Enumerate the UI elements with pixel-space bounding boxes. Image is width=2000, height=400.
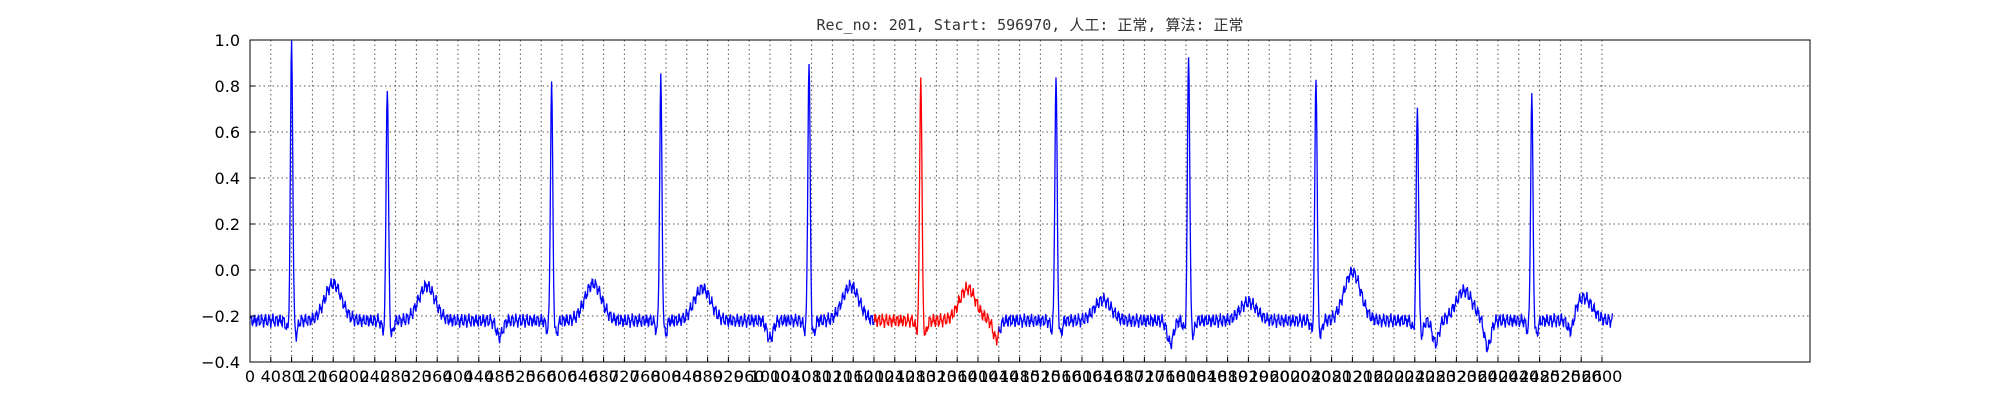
plot-frame	[249, 39, 1811, 363]
x-tick-label: 1360	[937, 367, 978, 386]
x-tick-label: 1760	[1145, 367, 1186, 386]
x-tick-label: 600	[547, 367, 578, 386]
chart-title: Rec_no: 201, Start: 596970, 人工: 正常, 算法: …	[816, 16, 1243, 34]
x-tick-label: 1400	[958, 367, 999, 386]
x-tick-label: 360	[422, 367, 453, 386]
y-tick-label: 1.0	[215, 31, 240, 50]
x-tick-label: 2080	[1311, 367, 1352, 386]
x-tick-label: 1440	[978, 367, 1019, 386]
x-tick-label: 2480	[1519, 367, 1560, 386]
x-tick-label: 1040	[770, 367, 811, 386]
x-tick-label: 1520	[1020, 367, 1061, 386]
x-tick-label: 1840	[1186, 367, 1227, 386]
x-tick-label: 520	[505, 367, 536, 386]
grid	[250, 40, 1810, 362]
x-tick-label: 1920	[1228, 367, 1269, 386]
x-tick-label: 680	[588, 367, 619, 386]
x-tick-label: 1560	[1041, 367, 1082, 386]
x-tick-label: 2440	[1498, 367, 1539, 386]
y-axis-ticks: 1.0 0.8 0.6 0.4 0.2 0.0 −0.2 −0.4	[201, 31, 255, 372]
x-tick-label: 920	[713, 367, 744, 386]
x-tick-label: 2200	[1374, 367, 1415, 386]
x-tick-label: 2560	[1561, 367, 1602, 386]
x-tick-label: 1160	[833, 367, 874, 386]
y-tick-label: −0.2	[201, 307, 240, 326]
x-tick-label: 880	[692, 367, 723, 386]
ecg-trace-after	[998, 57, 1614, 353]
x-tick-label: 2240	[1394, 367, 1435, 386]
y-tick-label: 0.2	[215, 215, 240, 234]
y-tick-label: 0.6	[215, 123, 240, 142]
x-tick-label: 2120	[1332, 367, 1373, 386]
ecg-series	[249, 40, 1614, 353]
x-tick-label: 640	[568, 367, 599, 386]
x-tick-label: 1800	[1166, 367, 1207, 386]
x-tick-label: 2160	[1353, 367, 1394, 386]
x-tick-label: 1600	[1062, 367, 1103, 386]
x-tick-label: 720	[609, 367, 640, 386]
x-tick-label: 2040	[1290, 367, 1331, 386]
x-tick-label: 2520	[1540, 367, 1581, 386]
x-tick-label: 440	[464, 367, 495, 386]
x-tick-label: 1200	[854, 367, 895, 386]
x-axis-ticks: 0 40 8012016020024028032036040044048052056…	[245, 357, 1622, 386]
x-tick-label: 2600	[1582, 367, 1623, 386]
x-tick-label: 1960	[1249, 367, 1290, 386]
x-tick-label: 120	[297, 367, 328, 386]
x-tick-label: 200	[339, 367, 370, 386]
x-tick-label: 320	[401, 367, 432, 386]
x-tick-label: 760	[630, 367, 661, 386]
x-tick-label: 960	[734, 367, 765, 386]
ecg-trace-before	[249, 40, 875, 344]
x-tick-label: 40	[261, 367, 281, 386]
x-tick-label: 800	[651, 367, 682, 386]
x-tick-label: 1280	[895, 367, 936, 386]
x-tick-label: 1120	[812, 367, 853, 386]
x-tick-label: 1320	[916, 367, 957, 386]
x-tick-label: 240	[360, 367, 391, 386]
x-tick-label: 1240	[874, 367, 915, 386]
x-tick-label: 0	[245, 367, 255, 386]
x-tick-label: 2280	[1415, 367, 1456, 386]
y-tick-label: 0.0	[215, 261, 240, 280]
y-tick-label: 0.8	[215, 77, 240, 96]
x-tick-label: 2000	[1270, 367, 1311, 386]
x-tick-label: 1080	[791, 367, 832, 386]
y-tick-label: 0.4	[215, 169, 240, 188]
x-tick-label: 2360	[1457, 367, 1498, 386]
x-tick-label: 160	[318, 367, 349, 386]
x-tick-label: 2320	[1436, 367, 1477, 386]
x-tick-label: 1680	[1103, 367, 1144, 386]
x-tick-label: 1640	[1082, 367, 1123, 386]
x-tick-label: 2400	[1478, 367, 1519, 386]
y-tick-label: −0.4	[201, 353, 240, 372]
x-tick-label: 400	[443, 367, 474, 386]
x-tick-label: 1720	[1124, 367, 1165, 386]
x-tick-label: 1480	[999, 367, 1040, 386]
x-tick-label: 1000	[750, 367, 791, 386]
ecg-trace-highlight	[873, 77, 1000, 346]
x-tick-label: 1880	[1207, 367, 1248, 386]
x-tick-label: 280	[380, 367, 411, 386]
x-tick-label: 80	[281, 367, 301, 386]
x-tick-label: 560	[526, 367, 557, 386]
x-tick-label: 480	[484, 367, 515, 386]
x-tick-label: 840	[672, 367, 703, 386]
